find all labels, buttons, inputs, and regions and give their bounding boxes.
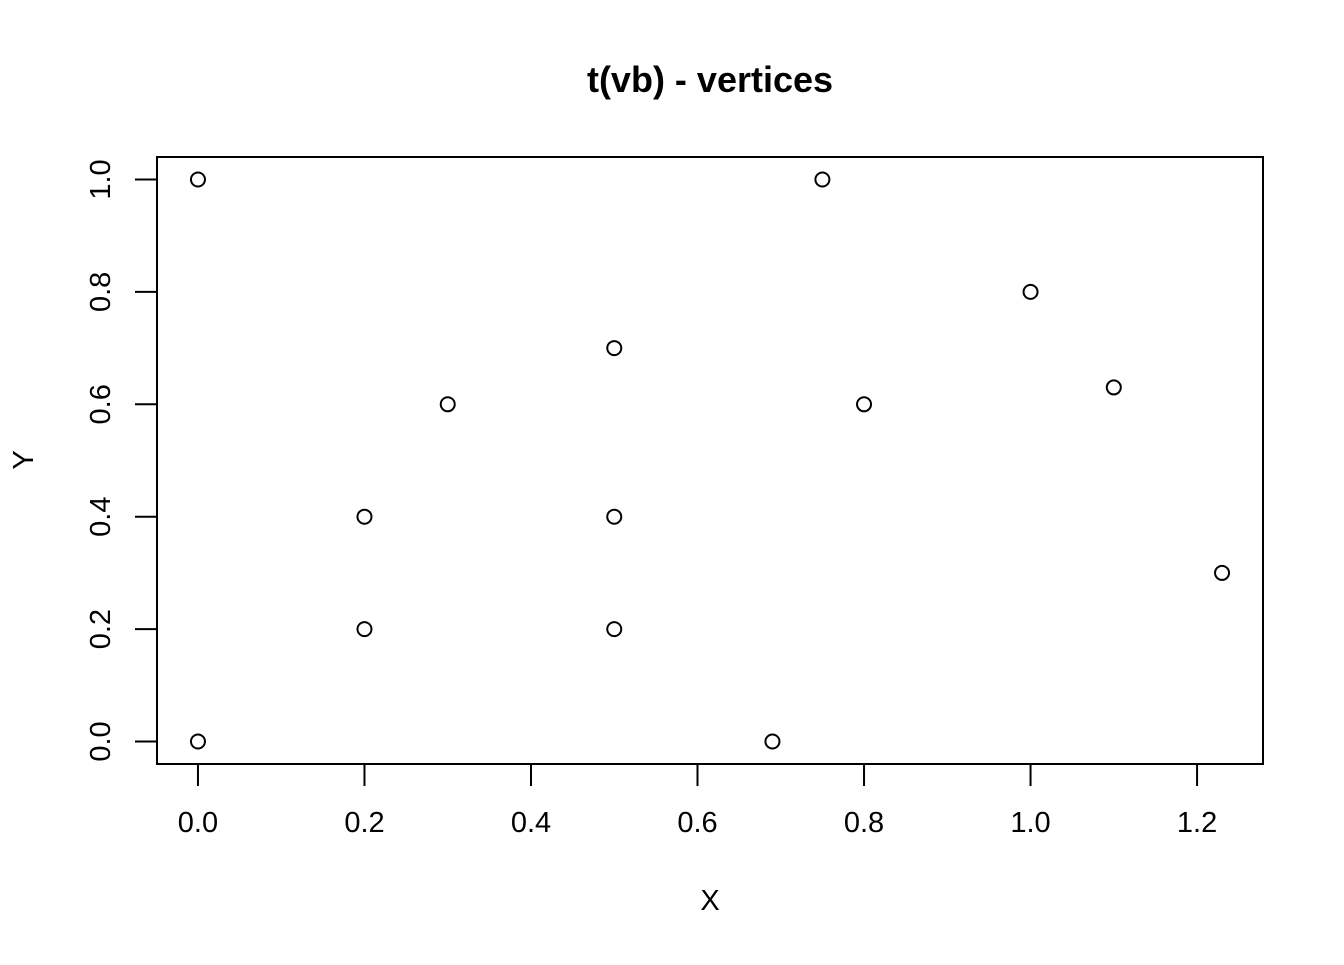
data-point [1024,285,1038,299]
data-point [765,735,779,749]
y-tick-label: 1.0 [85,159,117,199]
y-tick-label: 0.4 [85,497,117,537]
x-tick-label: 1.0 [1010,807,1050,839]
y-axis: 0.0 0.2 0.4 0.6 0.8 1.0 [85,159,157,761]
data-point [441,397,455,411]
data-point [815,172,829,186]
y-tick-label: 0.0 [85,721,117,761]
data-point [607,622,621,636]
y-tick-label: 0.2 [85,609,117,649]
data-point [191,172,205,186]
data-point [1107,380,1121,394]
x-tick-label: 0.8 [844,807,884,839]
x-tick-label: 0.0 [178,807,218,839]
data-point [607,341,621,355]
x-tick-label: 0.2 [344,807,384,839]
data-point [607,510,621,524]
data-point [1215,566,1229,580]
data-point [857,397,871,411]
y-axis-label: Y [8,450,40,469]
data-points [191,172,1229,748]
y-tick-label: 0.6 [85,384,117,424]
data-point [191,735,205,749]
x-axis: 0.0 0.2 0.4 0.6 0.8 1.0 1.2 [178,764,1217,839]
x-tick-label: 0.6 [677,807,717,839]
x-axis-label: X [700,885,719,917]
x-tick-label: 1.2 [1177,807,1217,839]
chart-title: t(vb) - vertices [587,59,833,100]
x-tick-label: 0.4 [511,807,551,839]
data-point [357,622,371,636]
y-tick-label: 0.8 [85,272,117,312]
plot-frame [157,157,1263,764]
data-point [357,510,371,524]
